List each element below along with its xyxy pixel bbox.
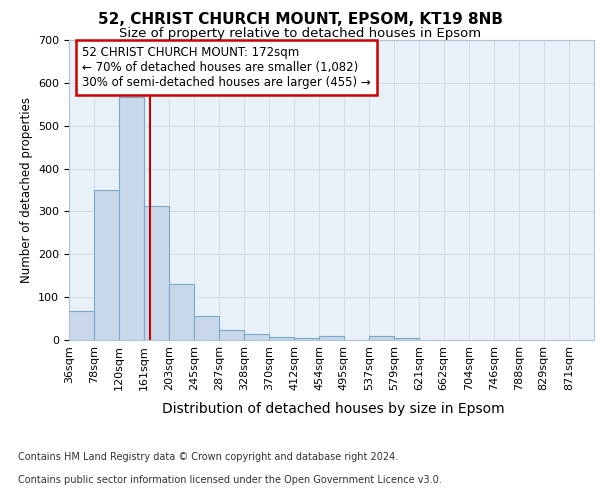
Bar (369, 336, 394, 340)
Bar (119, 96, 144, 340)
Bar (394, 338, 419, 340)
Bar (294, 338, 319, 340)
Text: Distribution of detached houses by size in Epsom: Distribution of detached houses by size … (161, 402, 505, 416)
Bar (244, 334, 269, 340)
Bar (269, 337, 294, 340)
Text: 52, CHRIST CHURCH MOUNT, EPSOM, KT19 8NB: 52, CHRIST CHURCH MOUNT, EPSOM, KT19 8NB (97, 12, 503, 28)
Text: Size of property relative to detached houses in Epsom: Size of property relative to detached ho… (119, 28, 481, 40)
Bar (69, 311, 94, 340)
Bar (219, 330, 244, 340)
Bar (194, 316, 219, 340)
Bar (144, 206, 169, 340)
Bar (169, 284, 194, 340)
Text: 52 CHRIST CHURCH MOUNT: 172sqm
← 70% of detached houses are smaller (1,082)
30% : 52 CHRIST CHURCH MOUNT: 172sqm ← 70% of … (82, 46, 371, 89)
Text: Contains public sector information licensed under the Open Government Licence v3: Contains public sector information licen… (18, 475, 442, 485)
Bar (319, 336, 344, 340)
Y-axis label: Number of detached properties: Number of detached properties (20, 97, 32, 283)
Bar (94, 190, 119, 340)
Text: Contains HM Land Registry data © Crown copyright and database right 2024.: Contains HM Land Registry data © Crown c… (18, 452, 398, 462)
